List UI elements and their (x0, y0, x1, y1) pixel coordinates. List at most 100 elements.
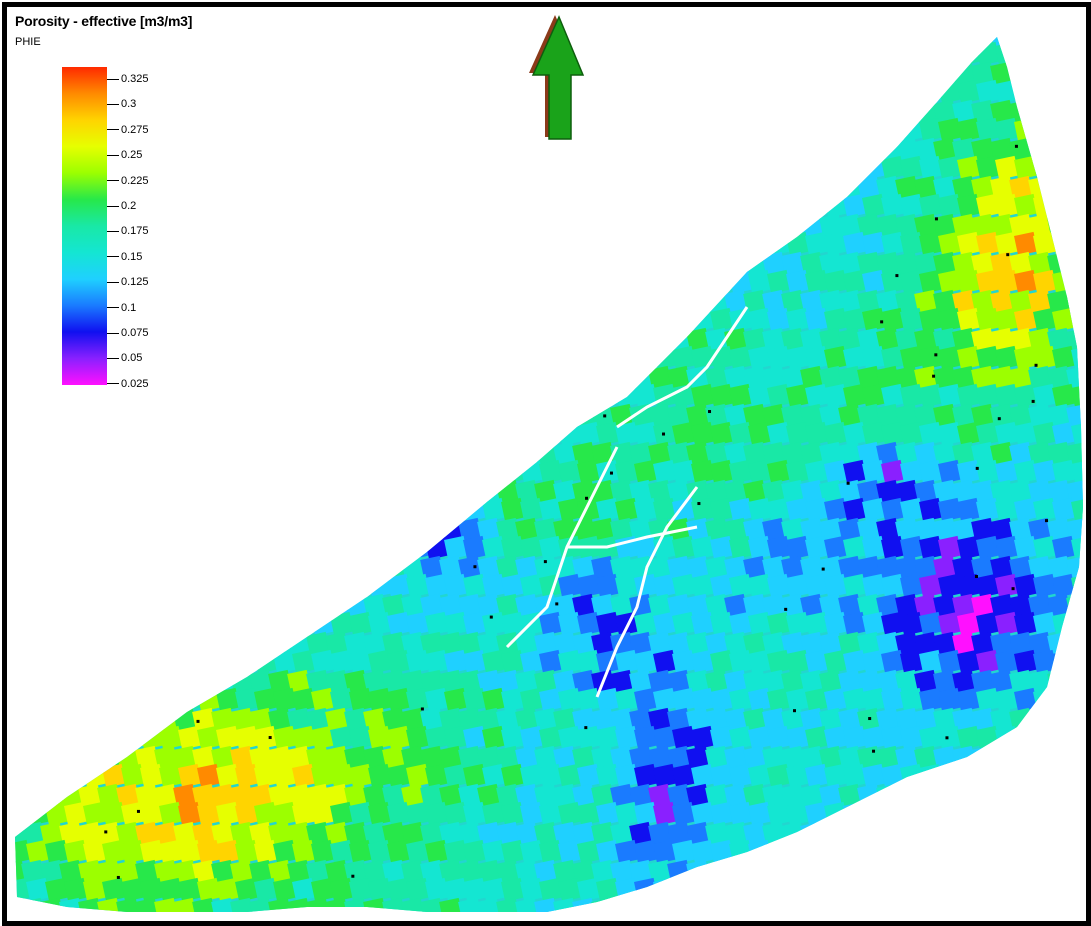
map-cell (211, 897, 235, 912)
map-cell (843, 193, 867, 218)
map-cell (477, 251, 501, 276)
map-cell (268, 897, 292, 912)
map-cell (615, 117, 639, 142)
map-cell (78, 593, 102, 618)
map-cell (577, 649, 601, 674)
map-cell (1028, 365, 1052, 390)
map-cell (634, 345, 658, 370)
map-cell (211, 99, 235, 124)
map-cell (710, 801, 734, 826)
map-cell (743, 61, 767, 86)
map-cell (539, 459, 563, 484)
map-cell (458, 821, 482, 846)
map-cell (743, 707, 767, 732)
map-cell (496, 175, 520, 200)
map-cell (444, 345, 468, 370)
map-cell (724, 517, 748, 542)
map-cell (880, 459, 905, 484)
map-cell (235, 839, 259, 864)
map-cell (387, 763, 411, 788)
map-cell (520, 193, 544, 218)
map-cell (686, 61, 710, 86)
map-cell (1028, 745, 1052, 770)
map-cell (462, 725, 487, 750)
map-cell (933, 289, 957, 314)
map-cell (1028, 707, 1052, 732)
map-cell (135, 745, 159, 770)
map-cell (387, 421, 411, 446)
map-cell (387, 916, 411, 921)
map-cell (781, 99, 805, 124)
map-cell (481, 497, 506, 522)
map-cell (387, 231, 411, 256)
map-cell (197, 535, 221, 560)
map-cell (439, 631, 463, 656)
map-cell (444, 649, 468, 674)
map-cell (348, 611, 373, 636)
map-cell (287, 555, 311, 580)
map-cell (572, 593, 596, 618)
map-cell (576, 459, 601, 484)
map-cell (539, 193, 563, 218)
map-cell (287, 99, 311, 124)
map-cell (1028, 555, 1052, 580)
map-cell (348, 155, 373, 180)
map-cell (919, 916, 943, 921)
map-cell (273, 687, 297, 712)
map-cell (667, 821, 691, 846)
map-cell (348, 421, 373, 446)
map-cell (249, 631, 273, 656)
well-point (784, 607, 788, 611)
map-cell (956, 687, 981, 712)
map-cell (230, 631, 254, 656)
map-cell (405, 839, 430, 864)
map-cell (762, 213, 786, 238)
map-cell (596, 497, 620, 522)
map-cell (938, 839, 962, 864)
map-cell (686, 821, 710, 846)
map-cell (672, 535, 696, 560)
map-cell (216, 877, 240, 902)
map-cell (705, 37, 729, 48)
map-cell (748, 801, 772, 826)
map-cell (648, 821, 672, 846)
map-cell (994, 839, 1019, 864)
map-cell (348, 193, 373, 218)
map-cell (956, 649, 981, 674)
well-point (79, 459, 83, 463)
map-cell (539, 801, 563, 826)
map-cell (648, 707, 672, 732)
map-cell (310, 763, 335, 788)
map-cell (557, 269, 582, 294)
map-cell (610, 289, 634, 314)
map-cell (933, 61, 957, 86)
map-cell (672, 79, 696, 104)
map-cell (610, 99, 634, 124)
map-cell (348, 877, 373, 902)
map-cell (273, 193, 297, 218)
map-cell (292, 307, 316, 332)
map-cell (387, 307, 411, 332)
map-cell (425, 801, 449, 826)
map-cell (919, 269, 943, 294)
map-cell (819, 99, 843, 124)
map-cell (387, 383, 411, 408)
map-cell (766, 763, 791, 788)
map-cell (348, 535, 373, 560)
map-cell (648, 61, 672, 86)
map-cell (21, 289, 45, 314)
map-cell (7, 916, 31, 921)
map-cell (15, 61, 26, 86)
map-cell (382, 327, 406, 352)
map-cell (610, 821, 634, 846)
map-cell (420, 403, 444, 428)
map-cell (420, 441, 444, 466)
map-cell (363, 479, 387, 504)
map-cell (576, 877, 601, 902)
map-cell (306, 61, 330, 86)
map-cell (425, 41, 449, 66)
map-cell (59, 631, 83, 656)
map-cell (710, 497, 734, 522)
map-cell (539, 383, 563, 408)
map-cell (686, 403, 710, 428)
